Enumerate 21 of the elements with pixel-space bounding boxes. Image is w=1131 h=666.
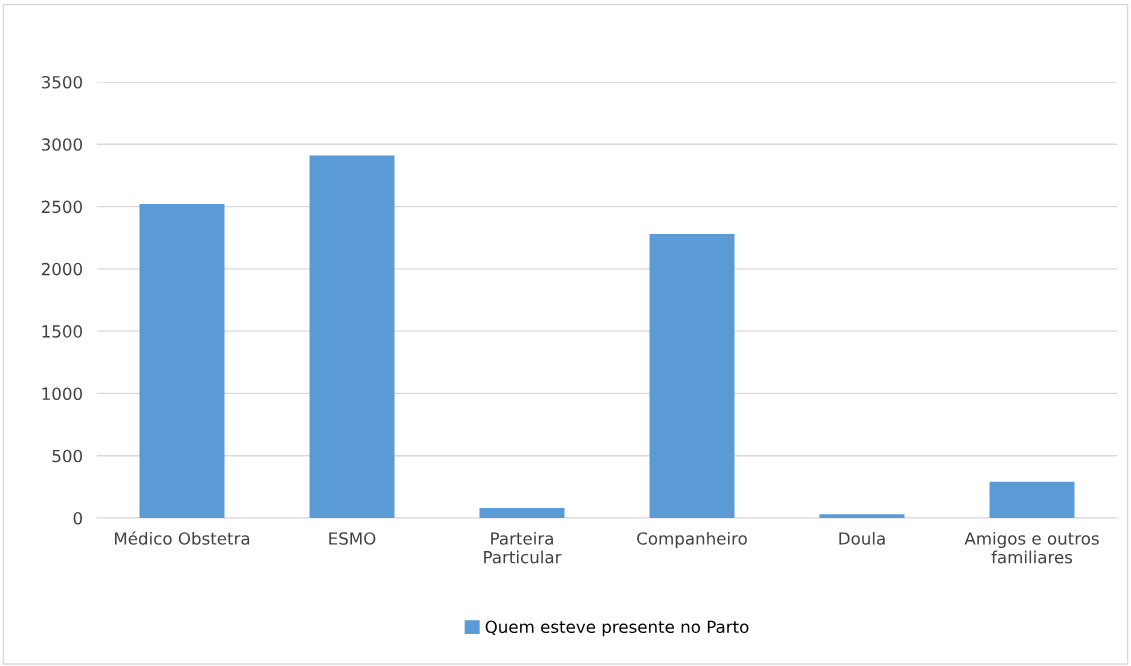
legend-label: Quem esteve presente no Parto (485, 620, 749, 637)
x-tick-label: ESMO (329, 532, 376, 545)
y-tick-label: 3000 (41, 138, 82, 151)
y-tick-label: 1500 (42, 325, 82, 338)
y-tick-label: 2000 (41, 262, 82, 276)
bar (819, 514, 905, 518)
bar (649, 233, 735, 518)
x-tick-label: Médico Obstetra (115, 531, 250, 545)
x-tick-label: Companheiro (637, 531, 747, 549)
bar (989, 481, 1075, 518)
bar (139, 204, 225, 518)
x-tick-label: Doula (839, 531, 885, 545)
y-tick-label: 0 (73, 511, 82, 525)
y-tick-label: 1000 (42, 387, 82, 400)
bar (479, 508, 565, 518)
x-tick-label: Parteira Particular (484, 531, 562, 564)
y-tick-label: 3500 (41, 75, 82, 89)
y-tick-label: 500 (52, 449, 82, 463)
bar (309, 155, 395, 518)
x-tick-label: Amigos e outros familiares (964, 531, 1099, 564)
y-tick-label: 2500 (41, 200, 82, 214)
